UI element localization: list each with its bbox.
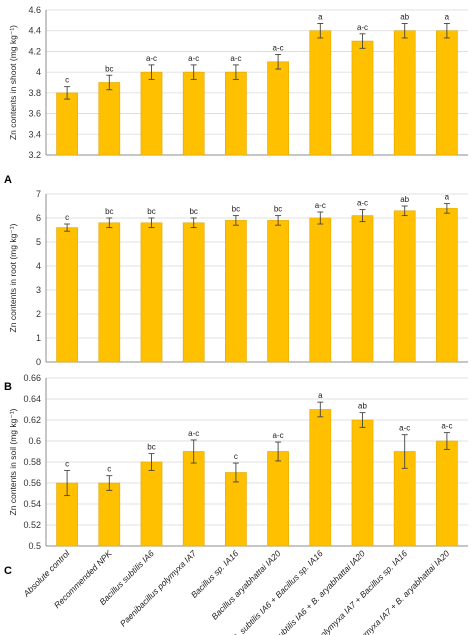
y-tick-label: 5 xyxy=(36,237,41,247)
y-tick-label: 0.64 xyxy=(23,394,41,404)
significance-letter: ab xyxy=(400,12,409,21)
y-tick-label: 4 xyxy=(36,261,41,271)
bar xyxy=(351,40,374,156)
y-axis-label: Zn contents in soil (mg kg⁻¹) xyxy=(8,408,18,515)
significance-letter: a-c xyxy=(273,431,284,440)
y-tick-label: 6 xyxy=(36,213,41,223)
bar xyxy=(225,220,247,363)
bar xyxy=(267,451,289,547)
bar xyxy=(98,482,121,547)
y-tick-label: 3 xyxy=(36,285,41,295)
bar xyxy=(267,220,289,363)
significance-letter: bc xyxy=(274,205,282,214)
panel-label: B xyxy=(4,381,12,393)
significance-letter: bc xyxy=(105,207,113,216)
significance-letter: a-c xyxy=(188,54,199,63)
panel-label: C xyxy=(4,565,12,577)
bar xyxy=(182,451,205,547)
y-tick-label: 0.52 xyxy=(23,520,41,530)
bar xyxy=(436,30,458,156)
y-tick-label: 7 xyxy=(36,189,41,199)
chart-panel-c: 0.5 0.52 0.54 0.56 0.58 0.6 0.62 0.64 0.66 Zn con… xyxy=(4,373,468,577)
y-tick-label: 0.56 xyxy=(23,478,41,488)
y-tick-label: 2 xyxy=(36,309,41,319)
y-tick-label: 3.4 xyxy=(28,129,41,139)
panel-label: A xyxy=(4,174,12,186)
y-tick-label: 3.6 xyxy=(28,109,41,119)
bar xyxy=(393,30,416,156)
significance-letter: c xyxy=(65,76,69,85)
y-tick-label: 0.58 xyxy=(23,457,41,467)
significance-letter: c xyxy=(234,452,238,461)
significance-letter: a-c xyxy=(357,199,368,208)
significance-letter: ab xyxy=(358,402,367,411)
significance-letter: c xyxy=(65,459,69,468)
bar xyxy=(436,440,458,547)
significance-letter: bc xyxy=(147,207,155,216)
bar xyxy=(393,210,416,363)
bar xyxy=(225,71,247,156)
bar xyxy=(309,217,332,363)
significance-letter: a-c xyxy=(273,44,284,53)
bar xyxy=(56,92,78,156)
y-tick-label: 4 xyxy=(36,67,41,77)
y-tick-label: 3.2 xyxy=(28,150,41,160)
y-tick-label: 0.5 xyxy=(28,541,41,551)
y-tick-label: 1 xyxy=(36,333,41,343)
significance-letter: a-c xyxy=(315,201,326,210)
bar xyxy=(56,227,78,363)
significance-letter: a xyxy=(318,12,323,21)
significance-letter: bc xyxy=(232,205,240,214)
y-tick-label: 3.8 xyxy=(28,88,41,98)
x-tick-label: Paenibacillus polymyxa IA7 xyxy=(118,548,198,628)
significance-letter: bc xyxy=(147,443,155,452)
y-tick-label: 0.66 xyxy=(23,373,41,383)
significance-letter: c xyxy=(107,465,111,474)
significance-letter: a-c xyxy=(188,429,199,438)
bar xyxy=(140,71,163,156)
significance-letter: a-c xyxy=(357,23,368,32)
bar xyxy=(225,472,247,547)
significance-letter: ab xyxy=(400,195,409,204)
y-tick-label: 4.2 xyxy=(28,46,41,56)
y-tick-label: 0.54 xyxy=(23,499,41,509)
significance-letter: a-c xyxy=(441,422,452,431)
significance-letter: a-c xyxy=(146,54,157,63)
y-tick-label: 4.4 xyxy=(28,26,41,36)
y-tick-label: 0 xyxy=(36,357,41,367)
significance-letter: bc xyxy=(189,207,197,216)
y-tick-label: 4.6 xyxy=(28,5,41,15)
bar xyxy=(436,208,458,363)
chart-panel-a: 3.2 3.4 3.6 3.8 4 4.2 4.4 4.6 Zn contents in sho… xyxy=(4,5,468,186)
significance-letter: bc xyxy=(105,64,113,73)
significance-letter: a xyxy=(445,12,450,21)
x-tick-label: Bacillus aryabhattai IA20 xyxy=(209,548,282,621)
y-axis-label: Zn contents in shoot (mg kg⁻¹) xyxy=(8,25,18,140)
bar xyxy=(140,461,163,547)
bar xyxy=(267,61,289,156)
significance-letter: a xyxy=(445,193,450,202)
bar xyxy=(182,222,205,363)
y-tick-label: 0.6 xyxy=(28,436,41,446)
significance-letter: a-c xyxy=(230,54,241,63)
bar xyxy=(309,409,332,547)
bar xyxy=(98,82,121,156)
bar xyxy=(182,71,205,156)
significance-letter: c xyxy=(65,213,69,222)
chart-panel-b: 0 1 2 3 4 5 6 7 Zn contents in root (mg kg⁻¹) Bc b… xyxy=(4,189,468,393)
bar xyxy=(351,215,374,363)
significance-letter: a xyxy=(318,391,323,400)
y-tick-label: 0.62 xyxy=(23,415,41,425)
bar xyxy=(309,30,332,156)
y-axis-label: Zn contents in root (mg kg⁻¹) xyxy=(8,223,18,332)
bar xyxy=(351,419,374,547)
significance-letter: a-c xyxy=(399,424,410,433)
bar xyxy=(98,222,121,363)
bar xyxy=(140,222,163,363)
